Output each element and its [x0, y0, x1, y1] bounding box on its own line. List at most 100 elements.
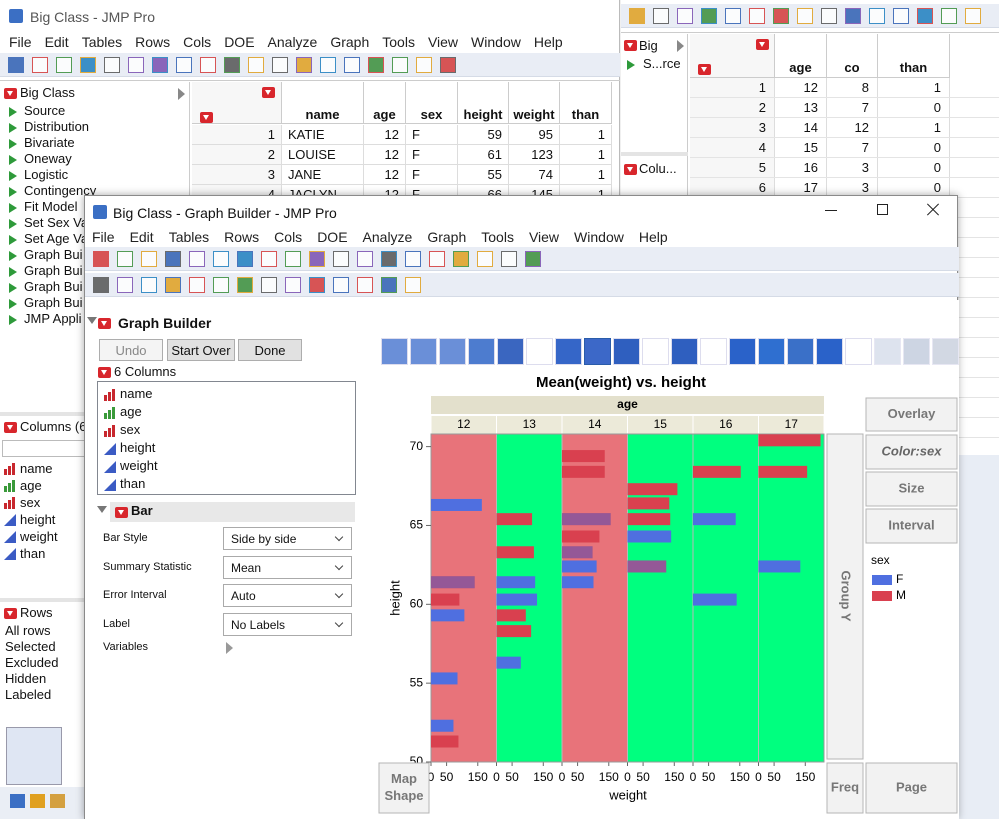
- toolbar-button[interactable]: [965, 8, 981, 24]
- table-cell[interactable]: 95: [509, 125, 560, 145]
- column-header[interactable]: weight: [509, 82, 560, 124]
- row-number[interactable]: 3: [192, 165, 282, 185]
- status-icon[interactable]: [10, 794, 25, 808]
- menu-item[interactable]: Rows: [224, 229, 260, 245]
- element-icon[interactable]: [439, 338, 466, 365]
- column-item[interactable]: weight: [120, 458, 158, 473]
- menu-item[interactable]: Analyze: [362, 229, 413, 245]
- menu-item[interactable]: DOE: [224, 34, 255, 50]
- script-icon[interactable]: [9, 123, 17, 133]
- menu-item[interactable]: View: [427, 34, 459, 50]
- toolbar-button[interactable]: [725, 8, 741, 24]
- dropdown[interactable]: No Labels: [223, 613, 352, 637]
- button[interactable]: Start Over: [167, 339, 235, 361]
- disclosure-icon[interactable]: [698, 64, 711, 75]
- menu-item[interactable]: Help: [533, 34, 563, 50]
- toolbar-button[interactable]: [56, 57, 72, 73]
- toolbar-button[interactable]: [653, 8, 669, 24]
- script-icon[interactable]: [9, 171, 17, 181]
- menu-item[interactable]: File: [92, 229, 115, 245]
- table-cell[interactable]: 123: [509, 145, 560, 165]
- disclosure-icon[interactable]: [98, 367, 111, 378]
- table-cell[interactable]: 12: [364, 145, 406, 165]
- table-cell[interactable]: F: [406, 165, 458, 185]
- menu-item[interactable]: Cols: [183, 34, 212, 50]
- toolbar-button[interactable]: [405, 251, 421, 267]
- script-item[interactable]: Graph Bui: [24, 279, 83, 294]
- toolbar-button[interactable]: [893, 8, 909, 24]
- menu-item[interactable]: Analyze: [267, 34, 318, 50]
- element-icon[interactable]: [816, 338, 843, 365]
- column-header[interactable]: age: [364, 82, 406, 124]
- menu-item[interactable]: File: [9, 34, 32, 50]
- menu-item[interactable]: Window: [574, 229, 624, 245]
- toolbar-button[interactable]: [381, 277, 397, 293]
- toolbar-button[interactable]: [416, 57, 432, 73]
- element-icon[interactable]: [642, 338, 669, 365]
- element-icon[interactable]: [903, 338, 930, 365]
- table-cell[interactable]: F: [406, 145, 458, 165]
- status-icon[interactable]: [30, 794, 45, 808]
- script-item[interactable]: Contingency: [24, 183, 97, 198]
- column-item[interactable]: height: [120, 440, 156, 455]
- toolbar-button[interactable]: [357, 251, 373, 267]
- table-cell[interactable]: 1: [560, 165, 612, 185]
- toolbar-button[interactable]: [224, 57, 240, 73]
- element-icon[interactable]: [468, 338, 495, 365]
- script-item[interactable]: Fit Model: [24, 199, 78, 214]
- row-number[interactable]: 1: [192, 125, 282, 145]
- toolbar-button[interactable]: [165, 277, 181, 293]
- script-item[interactable]: S...rce: [643, 56, 681, 71]
- status-icon[interactable]: [50, 794, 65, 808]
- script-item[interactable]: Set Sex Va: [24, 215, 89, 230]
- script-icon[interactable]: [9, 267, 17, 277]
- toolbar-button[interactable]: [80, 57, 96, 73]
- toolbar-button[interactable]: [189, 251, 205, 267]
- column-item[interactable]: weight: [20, 529, 58, 544]
- toolbar-button[interactable]: [309, 251, 325, 267]
- toolbar-button[interactable]: [117, 277, 133, 293]
- element-icon[interactable]: [526, 338, 553, 365]
- toolbar-button[interactable]: [152, 57, 168, 73]
- disclosure-icon[interactable]: [624, 40, 637, 51]
- disclosure-icon[interactable]: [4, 88, 17, 99]
- element-icon[interactable]: [584, 338, 611, 365]
- toolbar-button[interactable]: [773, 8, 789, 24]
- toolbar-button[interactable]: [525, 251, 541, 267]
- menu-item[interactable]: Tables: [81, 34, 123, 50]
- dropdown[interactable]: Mean: [223, 555, 352, 579]
- script-item[interactable]: Graph Bui: [24, 295, 83, 310]
- column-item[interactable]: name: [120, 386, 153, 401]
- script-item[interactable]: Set Age Va: [24, 231, 89, 246]
- element-icon[interactable]: [758, 338, 785, 365]
- column-item[interactable]: name: [20, 461, 53, 476]
- element-icon[interactable]: [671, 338, 698, 365]
- script-item[interactable]: Oneway: [24, 151, 72, 166]
- element-icon[interactable]: [497, 338, 524, 365]
- script-icon[interactable]: [9, 283, 17, 293]
- table-cell[interactable]: 1: [560, 145, 612, 165]
- toolbar-button[interactable]: [941, 8, 957, 24]
- table-cell[interactable]: 74: [509, 165, 560, 185]
- element-icon[interactable]: [932, 338, 959, 365]
- column-header[interactable]: name: [282, 82, 364, 124]
- menu-item[interactable]: Tools: [382, 34, 415, 50]
- menu-item[interactable]: Rows: [135, 34, 171, 50]
- search-box[interactable]: [2, 440, 86, 457]
- toolbar-button[interactable]: [141, 277, 157, 293]
- element-icon[interactable]: [410, 338, 437, 365]
- toolbar-button[interactable]: [200, 57, 216, 73]
- menu-item[interactable]: Graph: [330, 34, 370, 50]
- toolbar-button[interactable]: [701, 8, 717, 24]
- minimize-button[interactable]: [825, 210, 837, 211]
- column-header[interactable]: co: [827, 34, 878, 78]
- table-cell[interactable]: JANE: [282, 165, 364, 185]
- expand-triangle[interactable]: [226, 642, 233, 654]
- column-item[interactable]: than: [120, 476, 146, 491]
- element-icon[interactable]: [613, 338, 640, 365]
- disclosure-icon[interactable]: [200, 112, 213, 123]
- toolbar-button[interactable]: [93, 251, 109, 267]
- script-item[interactable]: JMP Appli: [24, 311, 82, 326]
- script-icon[interactable]: [9, 139, 17, 149]
- toolbar-button[interactable]: [213, 277, 229, 293]
